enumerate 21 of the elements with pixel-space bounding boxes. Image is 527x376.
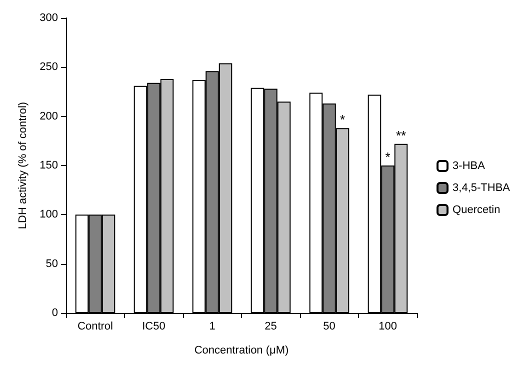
x-tick-label: 25 [264,320,277,332]
legend-label: 3,4,5-THBA [452,182,511,194]
y-tick-label: 50 [46,258,58,270]
legend-label: Quercetin [452,204,500,216]
x-tick-label: 100 [378,320,397,332]
legend-label: 3-HBA [452,160,486,172]
y-axis-title: LDH activity (% of control) [17,102,30,230]
y-tick-label: 300 [40,12,58,24]
x-tick-label: 1 [209,320,216,332]
x-axis-title: Concentration (μM) [194,344,289,356]
y-tick-label: 100 [40,208,58,221]
data-label: ** [396,128,406,143]
x-tick-label: IC50 [142,320,166,332]
y-tick-label: 250 [40,61,58,74]
x-tick-label: 50 [323,320,336,332]
y-tick-label: 200 [40,110,58,122]
x-tick-label: Control [78,320,113,332]
y-tick-label: 150 [40,160,58,172]
data-label: * [340,112,346,128]
y-tick-label: 0 [52,307,58,319]
data-label: * [385,150,390,164]
